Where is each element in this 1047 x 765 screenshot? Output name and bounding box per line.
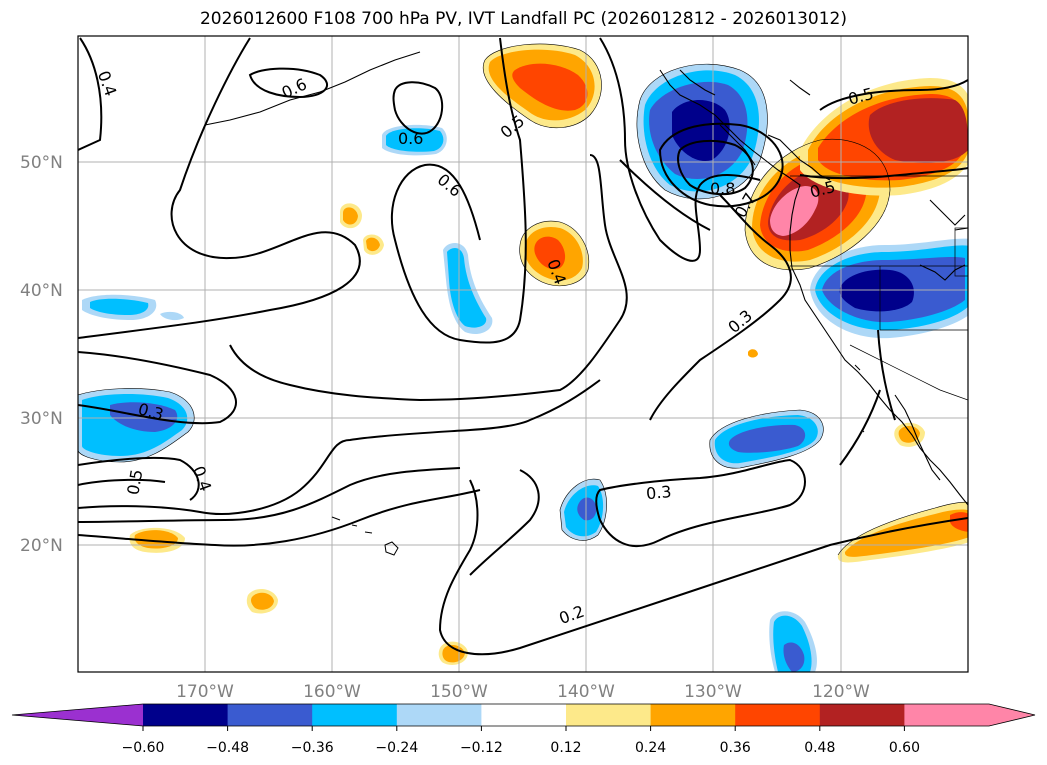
plot-frame: [77, 35, 969, 673]
lon-label: 160°W: [303, 682, 361, 702]
lat-label: 20°N: [20, 536, 63, 556]
colorbar-tick-label: −0.12: [460, 740, 503, 756]
map-title: 2026012600 F108 700 hPa PV, IVT Landfall…: [199, 9, 847, 29]
colorbar-tick-label: 0.60: [889, 740, 920, 756]
lon-label: 120°W: [812, 682, 870, 702]
contour-label: 0.3: [645, 482, 672, 503]
colorbar-segment: [227, 704, 313, 726]
colorbar-segment: [566, 704, 652, 726]
lon-label: 150°W: [430, 682, 488, 702]
colorbar-segment: [819, 704, 905, 726]
colorbar-tick-label: −0.48: [206, 740, 249, 756]
colorbar-tick-label: 0.36: [720, 740, 751, 756]
colorbar-segment: [481, 704, 567, 726]
lat-labels: 50°N 40°N 30°N 20°N: [20, 153, 63, 556]
lon-label: 130°W: [684, 682, 742, 702]
colorbar-segment: [904, 704, 990, 726]
colorbar-tick-label: −0.24: [375, 740, 418, 756]
shaded-outlines: [78, 43, 968, 556]
colorbar-segment: [735, 704, 821, 726]
colorbar-segment: [143, 704, 229, 726]
colorbar-tick-label: −0.36: [291, 740, 334, 756]
colorbar-segment: [312, 704, 398, 726]
colorbar-extend-max: [989, 704, 1035, 726]
colorbar-tick-label: 0.12: [550, 740, 581, 756]
contour-label: 0.5: [123, 468, 146, 496]
colorbar-ticks: −0.60 −0.48 −0.36 −0.24 −0.12 0.12 0.24 0.36 0.4…: [122, 726, 920, 756]
colorbar-extend-min: [12, 704, 143, 726]
colorbar-tick-label: 0.48: [804, 740, 835, 756]
colorbar-tick-label: −0.60: [122, 740, 165, 756]
lon-label: 140°W: [557, 682, 615, 702]
lat-label: 30°N: [20, 409, 63, 429]
pv-contours: [78, 37, 968, 656]
lon-label: 170°W: [176, 682, 234, 702]
lon-labels: 170°W 160°W 150°W 140°W 130°W 120°W: [176, 682, 870, 702]
colorbar: [11, 703, 1036, 727]
lat-label: 50°N: [20, 153, 63, 173]
contour-label: 0.6: [398, 129, 423, 148]
contour-label: 0.8: [710, 179, 735, 198]
colorbar-tick-label: 0.24: [635, 740, 666, 756]
colorbar-segment: [650, 704, 736, 726]
colorbar-segment: [396, 704, 482, 726]
lat-label: 40°N: [20, 281, 63, 301]
islands: [331, 364, 865, 556]
